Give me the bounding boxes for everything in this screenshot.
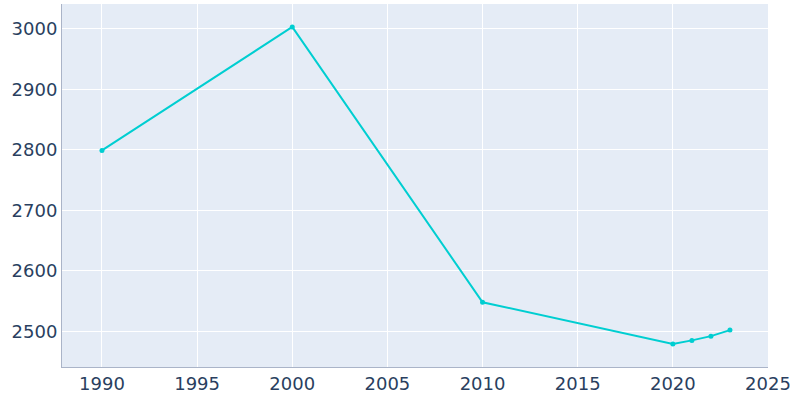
svg-text:2005: 2005 (365, 373, 411, 394)
svg-text:2025: 2025 (745, 373, 791, 394)
svg-text:3000: 3000 (12, 18, 58, 39)
svg-text:1990: 1990 (79, 373, 125, 394)
svg-text:2015: 2015 (555, 373, 601, 394)
svg-text:2800: 2800 (12, 139, 58, 160)
svg-text:2600: 2600 (12, 260, 58, 281)
svg-text:2900: 2900 (12, 79, 58, 100)
svg-text:2700: 2700 (12, 200, 58, 221)
svg-text:2010: 2010 (460, 373, 506, 394)
svg-text:1995: 1995 (174, 373, 220, 394)
svg-text:2000: 2000 (269, 373, 315, 394)
svg-text:2020: 2020 (650, 373, 696, 394)
svg-text:2500: 2500 (12, 321, 58, 342)
